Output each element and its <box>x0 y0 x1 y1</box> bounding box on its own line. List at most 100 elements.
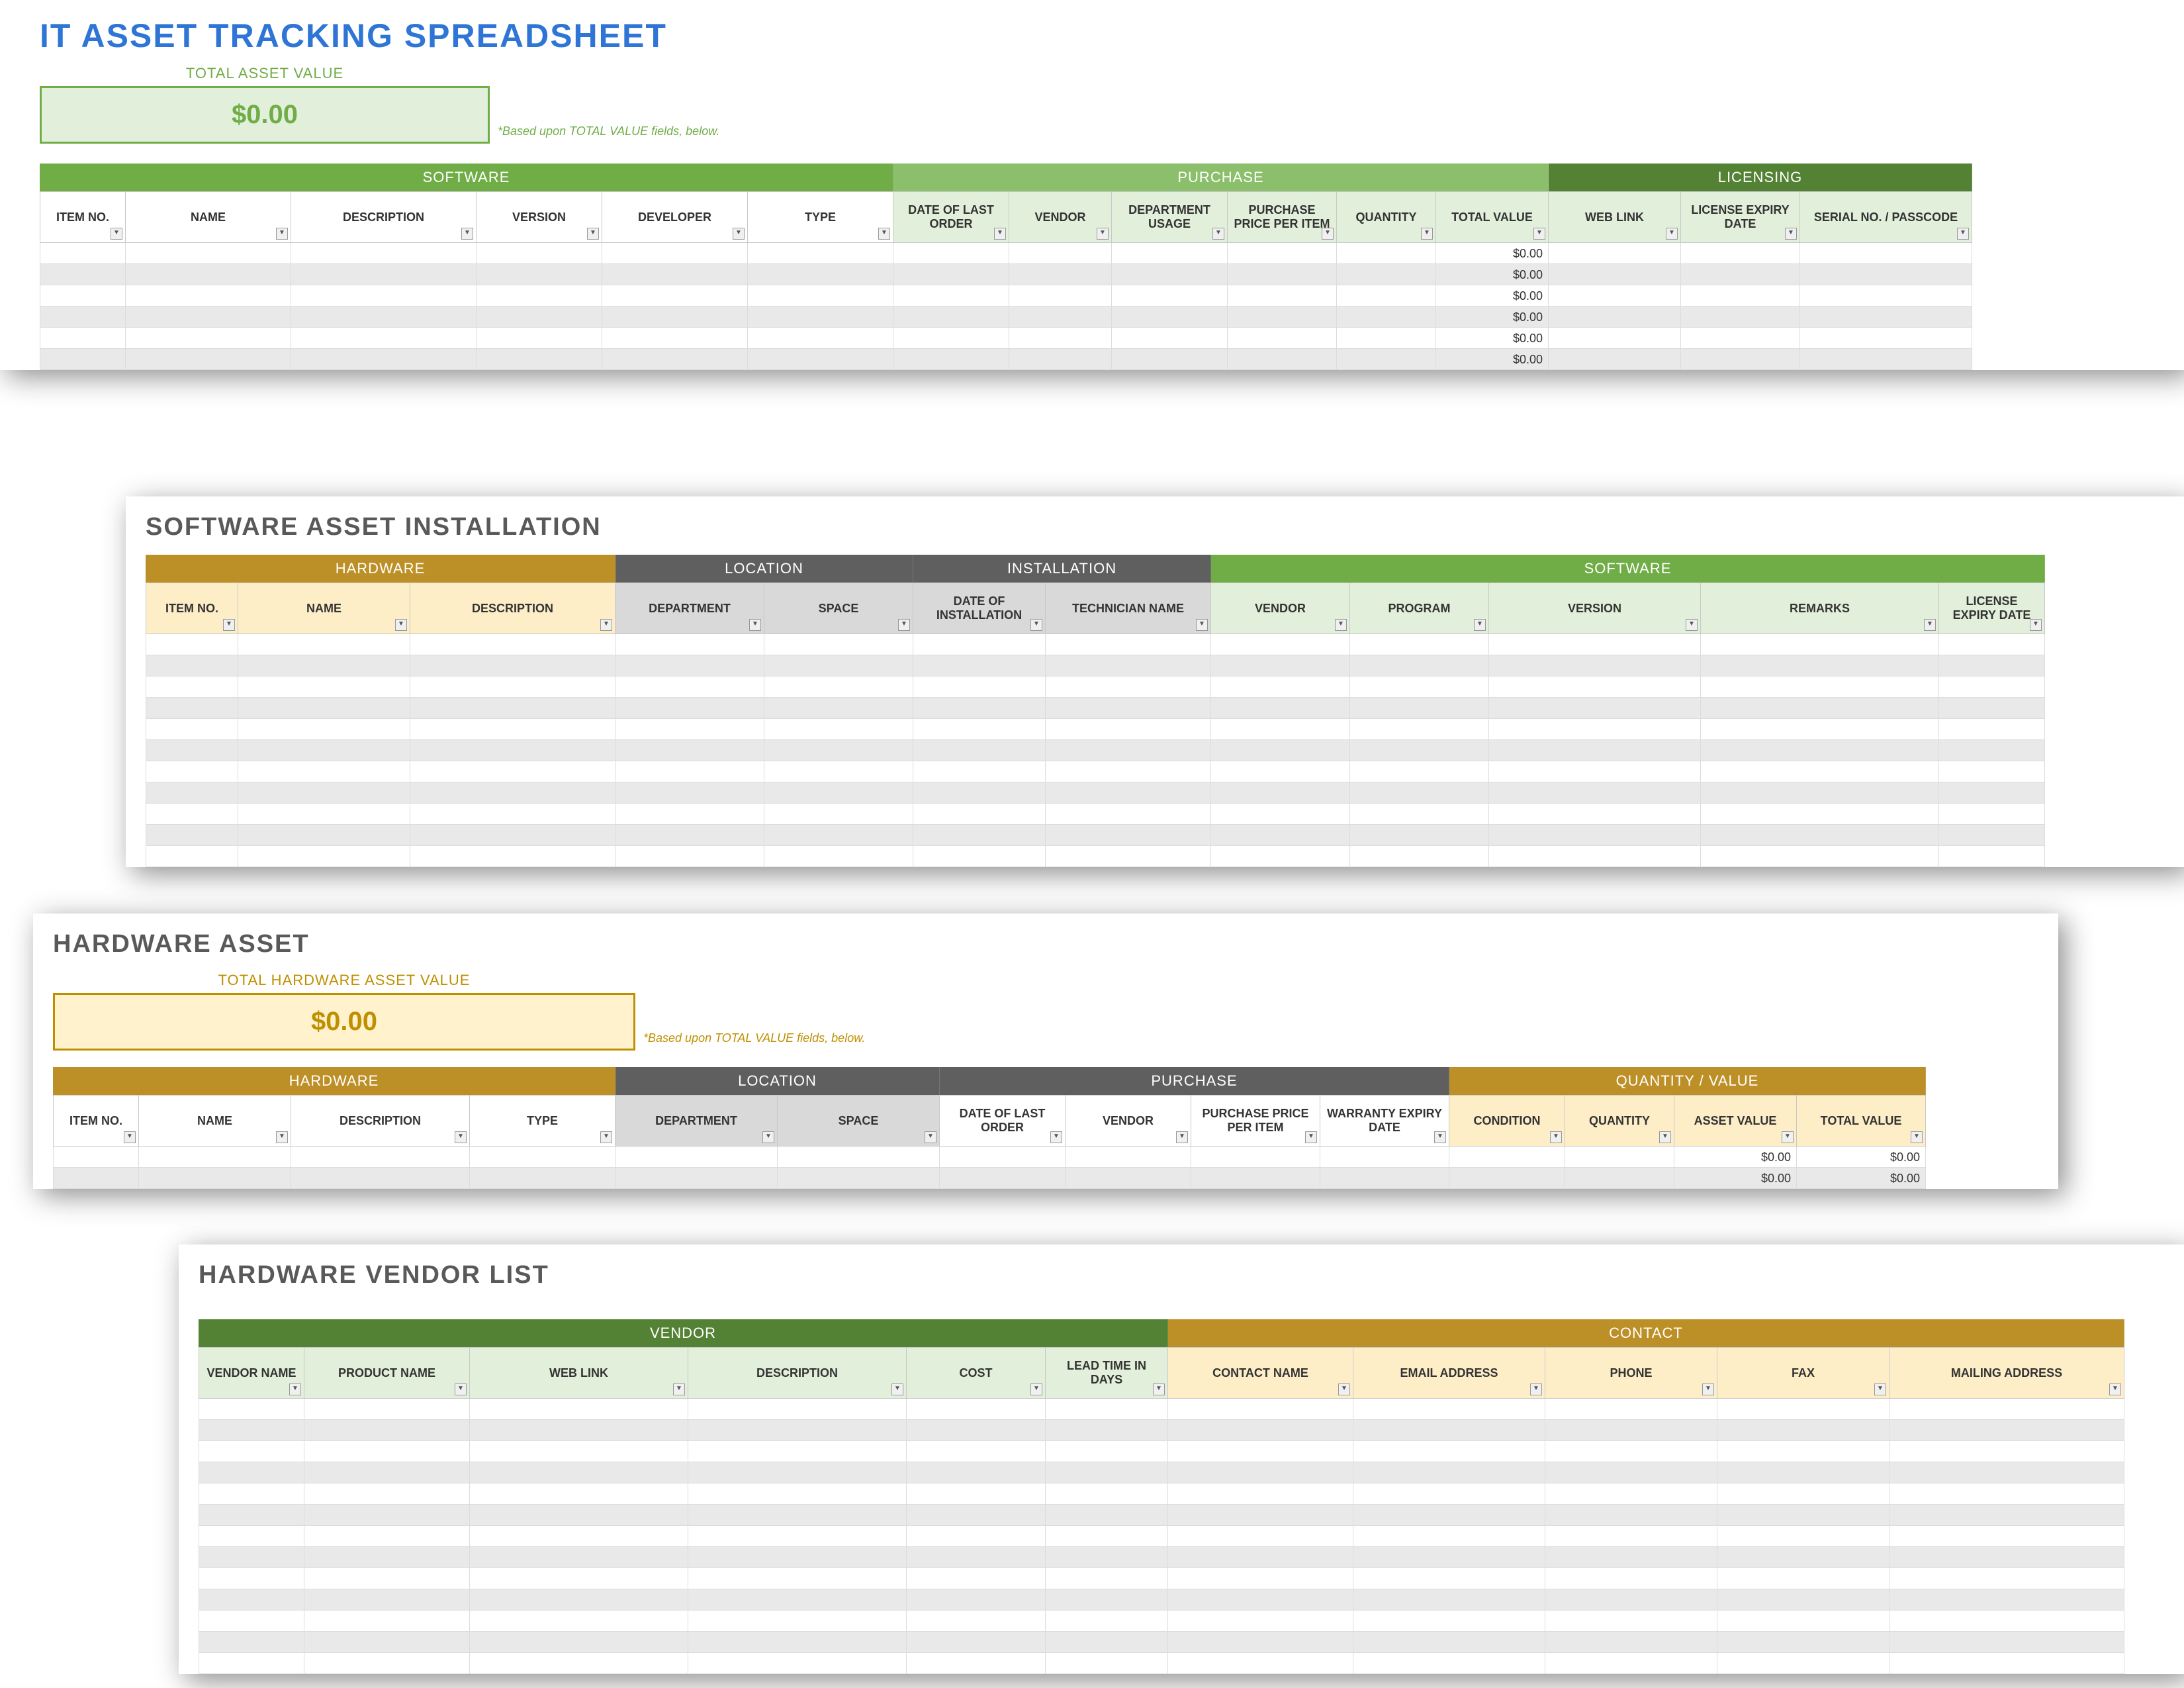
table-cell[interactable] <box>304 1483 470 1505</box>
table-cell[interactable] <box>913 719 1046 740</box>
table-cell[interactable] <box>238 761 410 782</box>
filter-dropdown-icon[interactable]: ▼ <box>461 228 473 240</box>
table-cell[interactable] <box>1009 243 1112 264</box>
table-cell[interactable] <box>764 782 913 804</box>
table-cell[interactable] <box>615 782 764 804</box>
table-cell[interactable] <box>470 1589 688 1611</box>
table-cell[interactable] <box>1350 655 1489 677</box>
table-cell[interactable] <box>688 1399 907 1420</box>
table-cell[interactable] <box>1939 719 2045 740</box>
table-cell[interactable] <box>1168 1462 1353 1483</box>
table-cell[interactable] <box>1545 1589 1717 1611</box>
table-cell[interactable] <box>1800 328 1972 349</box>
filter-dropdown-icon[interactable]: ▼ <box>891 1383 903 1395</box>
table-cell[interactable] <box>615 846 764 867</box>
table-cell[interactable] <box>146 677 238 698</box>
table-cell[interactable] <box>688 1611 907 1632</box>
table-cell[interactable] <box>1168 1589 1353 1611</box>
table-cell[interactable] <box>304 1526 470 1547</box>
table-cell[interactable] <box>470 1168 615 1189</box>
table-cell[interactable] <box>1211 719 1350 740</box>
table-cell[interactable] <box>1939 846 2045 867</box>
table-cell[interactable] <box>477 349 602 370</box>
table-cell[interactable] <box>1681 285 1800 306</box>
table-cell[interactable] <box>1701 655 1939 677</box>
table-cell[interactable] <box>1489 655 1701 677</box>
filter-dropdown-icon[interactable]: ▼ <box>1666 228 1678 240</box>
table-cell[interactable] <box>410 761 615 782</box>
table-cell[interactable] <box>893 306 1009 328</box>
table-cell[interactable] <box>146 740 238 761</box>
table-cell[interactable] <box>1939 740 2045 761</box>
table-cell[interactable] <box>907 1568 1046 1589</box>
table-cell[interactable] <box>688 1568 907 1589</box>
table-cell[interactable] <box>688 1462 907 1483</box>
table-cell[interactable] <box>1353 1653 1545 1674</box>
table-cell[interactable] <box>615 1147 778 1168</box>
table-cell[interactable] <box>1717 1505 1889 1526</box>
table-cell[interactable] <box>1353 1420 1545 1441</box>
table-cell[interactable] <box>1489 761 1701 782</box>
filter-dropdown-icon[interactable]: ▼ <box>1030 619 1042 631</box>
table-cell[interactable] <box>913 761 1046 782</box>
table-cell[interactable] <box>748 264 893 285</box>
table-cell[interactable] <box>688 1589 907 1611</box>
table-cell[interactable] <box>1228 243 1337 264</box>
table-cell[interactable] <box>304 1505 470 1526</box>
table-cell[interactable] <box>688 1483 907 1505</box>
table-cell[interactable] <box>893 349 1009 370</box>
table-cell[interactable] <box>1681 243 1800 264</box>
table-cell[interactable] <box>1717 1568 1889 1589</box>
table-cell[interactable] <box>40 349 126 370</box>
table-cell[interactable] <box>602 328 748 349</box>
table-cell[interactable] <box>1168 1441 1353 1462</box>
table-cell[interactable] <box>199 1589 304 1611</box>
table-cell[interactable] <box>1489 719 1701 740</box>
table-cell[interactable] <box>615 634 764 655</box>
table-cell[interactable] <box>1939 655 2045 677</box>
table-cell[interactable] <box>238 804 410 825</box>
table-cell[interactable] <box>1112 264 1228 285</box>
table-cell[interactable] <box>1168 1420 1353 1441</box>
table-cell[interactable] <box>615 740 764 761</box>
table-cell[interactable] <box>1046 677 1211 698</box>
filter-dropdown-icon[interactable]: ▼ <box>1924 619 1936 631</box>
table-cell[interactable] <box>1046 1420 1168 1441</box>
filter-dropdown-icon[interactable]: ▼ <box>2109 1383 2121 1395</box>
filter-dropdown-icon[interactable]: ▼ <box>1212 228 1224 240</box>
table-cell[interactable] <box>304 1462 470 1483</box>
filter-dropdown-icon[interactable]: ▼ <box>1911 1131 1923 1143</box>
table-cell[interactable] <box>1701 719 1939 740</box>
table-cell[interactable] <box>602 306 748 328</box>
table-cell[interactable]: $0.00 <box>1436 285 1549 306</box>
table-cell[interactable] <box>688 1505 907 1526</box>
table-cell[interactable] <box>1489 698 1701 719</box>
table-cell[interactable] <box>146 719 238 740</box>
table-cell[interactable] <box>1549 306 1681 328</box>
table-cell[interactable] <box>304 1589 470 1611</box>
table-cell[interactable] <box>291 349 477 370</box>
table-cell[interactable] <box>1701 740 1939 761</box>
table-cell[interactable] <box>146 698 238 719</box>
table-cell[interactable]: $0.00 <box>1436 328 1549 349</box>
table-cell[interactable] <box>1545 1462 1717 1483</box>
table-cell[interactable] <box>1489 782 1701 804</box>
table-cell[interactable] <box>1717 1589 1889 1611</box>
table-cell[interactable]: $0.00 <box>1436 306 1549 328</box>
table-cell[interactable]: $0.00 <box>1674 1147 1797 1168</box>
table-cell[interactable] <box>1337 264 1436 285</box>
table-cell[interactable] <box>1489 825 1701 846</box>
table-cell[interactable] <box>304 1568 470 1589</box>
table-cell[interactable] <box>291 306 477 328</box>
table-cell[interactable] <box>907 1399 1046 1420</box>
table-cell[interactable] <box>688 1632 907 1653</box>
table-cell[interactable] <box>1211 677 1350 698</box>
table-cell[interactable] <box>126 264 291 285</box>
table-cell[interactable] <box>907 1441 1046 1462</box>
table-cell[interactable] <box>238 634 410 655</box>
table-cell[interactable] <box>615 804 764 825</box>
filter-dropdown-icon[interactable]: ▼ <box>1957 228 1969 240</box>
table-cell[interactable] <box>1545 1441 1717 1462</box>
table-cell[interactable] <box>1939 634 2045 655</box>
table-cell[interactable] <box>1191 1168 1320 1189</box>
